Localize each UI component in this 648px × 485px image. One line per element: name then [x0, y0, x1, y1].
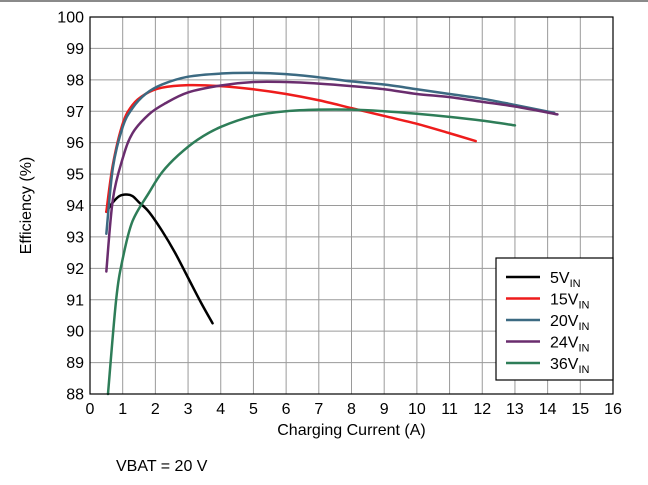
legend-label: 5VIN [550, 270, 581, 290]
y-tick-label: 88 [66, 387, 84, 404]
legend-label: 20VIN [550, 313, 590, 333]
x-tick-label: 2 [151, 401, 160, 418]
y-tick-label: 90 [66, 324, 84, 341]
x-tick-label: 6 [282, 401, 291, 418]
y-tick-label: 96 [66, 135, 84, 152]
y-tick-label: 89 [66, 355, 84, 372]
y-tick-label: 95 [66, 167, 84, 184]
y-tick-label: 98 [66, 72, 84, 89]
x-tick-label: 15 [571, 401, 589, 418]
x-tick-label: 12 [473, 401, 491, 418]
top-rule [0, 0, 648, 2]
series-lines [105, 71, 559, 396]
vbat-note: VBAT = 20 V [116, 458, 208, 475]
series-line-24v [105, 80, 559, 273]
x-tick-label: 11 [441, 401, 458, 418]
y-tick-label: 93 [66, 229, 84, 246]
x-tick-labels: 0 1 2 3 4 5 6 7 8 9 10 11 12 13 14 15 16 [86, 401, 622, 418]
y-tick-label: 97 [66, 104, 84, 121]
x-tick-label: 0 [86, 401, 95, 418]
x-tick-label: 10 [408, 401, 426, 418]
y-axis-label: Efficiency (%) [18, 157, 35, 255]
x-tick-label: 7 [314, 401, 323, 418]
x-tick-label: 5 [249, 401, 258, 418]
series-line-5v [105, 193, 214, 325]
y-tick-label: 94 [66, 198, 84, 215]
y-tick-label: 92 [66, 261, 84, 278]
legend-label: 15VIN [550, 292, 590, 312]
x-tick-label: 13 [506, 401, 524, 418]
x-tick-label: 1 [118, 401, 127, 418]
series-line-36v [106, 108, 517, 396]
x-tick-label: 4 [216, 401, 225, 418]
y-tick-label: 91 [66, 292, 84, 309]
x-tick-label: 14 [539, 401, 557, 418]
legend-label: 24VIN [550, 335, 590, 355]
legend-box [495, 257, 614, 381]
y-tick-label: 99 [66, 41, 84, 58]
series-line-20v [105, 71, 556, 236]
x-tick-label: 16 [604, 401, 622, 418]
x-axis-label: Charging Current (A) [277, 422, 426, 439]
series-line-15v [105, 83, 477, 214]
y-tick-label: 100 [57, 10, 84, 27]
legend-label: 36VIN [550, 356, 590, 376]
x-tick-label: 9 [380, 401, 389, 418]
x-tick-label: 8 [347, 401, 356, 418]
x-tick-label: 3 [184, 401, 193, 418]
y-tick-labels: 88 89 90 91 92 93 94 95 96 97 98 99 100 [57, 10, 84, 404]
plot-border [89, 16, 614, 395]
